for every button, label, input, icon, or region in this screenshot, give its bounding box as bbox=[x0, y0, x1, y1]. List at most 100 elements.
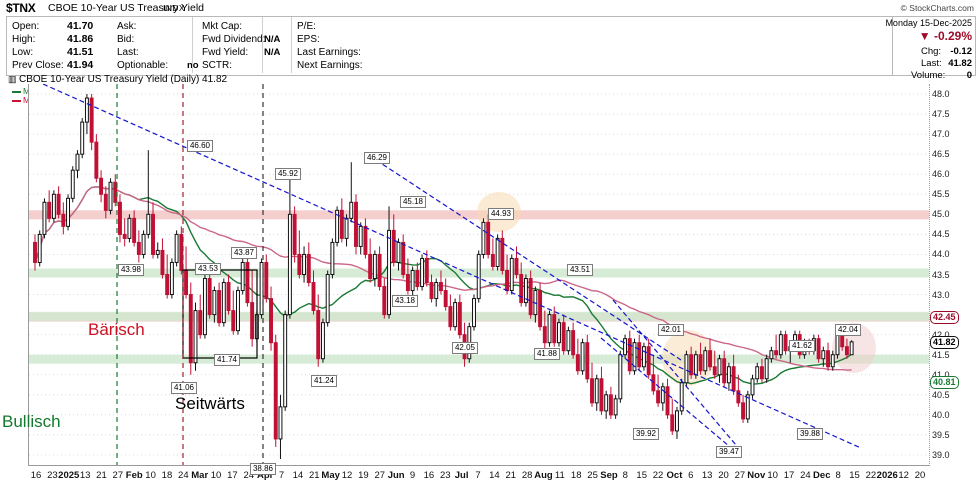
x-axis-tick: Oct bbox=[666, 470, 683, 481]
ticker-type: INDX bbox=[163, 3, 185, 13]
quote-divider-1 bbox=[192, 17, 193, 73]
price-callout: 39.92 bbox=[632, 428, 660, 440]
sr-band-3 bbox=[29, 311, 929, 321]
x-axis-tick: 16 bbox=[423, 470, 435, 481]
x-axis-tick: 17 bbox=[783, 470, 795, 481]
chart-legend-title: ▥ CBOE 10-Year US Treasury Yield (Daily)… bbox=[8, 74, 227, 85]
price-callout: 43.98 bbox=[117, 264, 145, 276]
x-axis-tick: 12 bbox=[341, 470, 353, 481]
x-axis-tick: 20 bbox=[718, 470, 729, 481]
quote-divider-3 bbox=[291, 17, 292, 73]
trend-annotation: Seitwärts bbox=[175, 394, 245, 413]
x-axis-tick: 24 bbox=[800, 470, 811, 481]
quote-label-open: Open: bbox=[12, 21, 40, 32]
y-axis-tick: 42.0 bbox=[932, 329, 950, 340]
trend-annotation: Bärisch bbox=[88, 320, 145, 339]
chg-label: Chg: bbox=[921, 46, 942, 57]
x-axis-tick: 7 bbox=[278, 470, 285, 481]
x-axis-tick: 9 bbox=[409, 470, 416, 481]
price-callout: 46.60 bbox=[186, 140, 214, 152]
quote-value-high: 41.86 bbox=[67, 33, 94, 45]
x-axis-tick: 23 bbox=[439, 470, 451, 481]
quote-label-next-earnings: Next Earnings: bbox=[297, 60, 363, 71]
quote-label-pe: P/E: bbox=[297, 21, 316, 32]
x-axis-tick: 18 bbox=[161, 470, 173, 481]
x-axis-tick: 27 bbox=[112, 470, 124, 481]
last-value: 41.82 bbox=[948, 58, 972, 69]
price-callout: 41.06 bbox=[170, 382, 198, 394]
y-axis-highlight-ma50: 40.81 bbox=[930, 376, 959, 390]
quote-label-fwd-dividend: Fwd Dividend: bbox=[202, 34, 266, 45]
x-axis-tick: Jul bbox=[454, 470, 469, 481]
x-axis-tick: Sep bbox=[600, 470, 618, 481]
price-callout: 39.88 bbox=[796, 428, 824, 440]
y-axis-tick: 43.0 bbox=[932, 289, 950, 300]
x-axis-tick: 6 bbox=[688, 470, 694, 481]
x-axis-tick: 24 bbox=[243, 470, 255, 481]
quote-panel: Open: 41.70 High: 41.86 Low: 41.51 Prev … bbox=[6, 16, 894, 76]
quote-divider-2 bbox=[262, 17, 263, 73]
price-callout: 42.05 bbox=[451, 342, 479, 354]
x-axis-tick: 12 bbox=[898, 470, 909, 481]
price-callout: 41.62 bbox=[788, 340, 816, 352]
y-axis-tick: 48.0 bbox=[932, 89, 950, 100]
price-callout: 41.88 bbox=[533, 348, 561, 360]
quote-label-eps: EPS: bbox=[297, 34, 320, 45]
x-axis-tick: 8 bbox=[622, 470, 628, 481]
x-axis-tick: 2025 bbox=[58, 470, 80, 481]
x-axis-tick: 25 bbox=[587, 470, 598, 481]
x-axis-tick: 21 bbox=[308, 470, 320, 481]
y-axis-tick: 47.0 bbox=[932, 129, 950, 140]
quote-label-last-earnings: Last Earnings: bbox=[297, 47, 361, 58]
price-callout: 44.93 bbox=[487, 208, 515, 220]
x-axis-tick: 13 bbox=[79, 470, 91, 481]
price-callout: 41.74 bbox=[213, 354, 241, 366]
x-axis-tick: 17 bbox=[227, 470, 238, 481]
x-axis-tick: 20 bbox=[914, 470, 926, 481]
ticker-description: CBOE 10-Year US Treasury Yield bbox=[48, 2, 205, 14]
y-axis-tick: 46.5 bbox=[932, 149, 950, 160]
quote-value-prev-close: 41.94 bbox=[67, 59, 94, 71]
x-axis-tick: 2026 bbox=[876, 470, 898, 481]
quote-label-high: High: bbox=[12, 34, 36, 45]
quote-label-sctr: SCTR: bbox=[202, 60, 232, 71]
y-axis-tick: 45.5 bbox=[932, 189, 950, 200]
x-axis-tick: 14 bbox=[489, 470, 500, 481]
x-axis-tick: 7 bbox=[475, 470, 481, 481]
y-axis-tick: 45.0 bbox=[932, 209, 950, 220]
x-axis-tick: Aug bbox=[534, 470, 553, 481]
x-axis-tick: 23 bbox=[47, 470, 58, 481]
quote-label-bid: Bid: bbox=[117, 34, 135, 45]
quote-label-fwd-yield: Fwd Yield: bbox=[202, 47, 249, 58]
x-axis-tick: 21 bbox=[96, 470, 107, 481]
y-axis-tick: 44.5 bbox=[932, 229, 950, 240]
x-axis-tick: 15 bbox=[636, 470, 647, 481]
chart-titlebar: $TNX CBOE 10-Year US Treasury Yield INDX… bbox=[0, 0, 980, 15]
ticker-symbol: $TNX bbox=[6, 1, 36, 15]
x-axis-tick: May bbox=[321, 470, 340, 481]
quote-label-ask: Ask: bbox=[117, 21, 137, 32]
price-chart-plot[interactable] bbox=[28, 84, 930, 466]
channel-lower bbox=[600, 337, 737, 453]
price-callout: 43.51 bbox=[566, 264, 594, 276]
legend-title-text: CBOE 10-Year US Treasury Yield (Daily) 4… bbox=[19, 74, 228, 85]
y-axis-highlight-price: 41.82 bbox=[930, 335, 959, 349]
quote-label-mkt-cap: Mkt Cap: bbox=[202, 21, 243, 32]
x-axis-tick: 18 bbox=[570, 470, 582, 481]
price-callout: 42.01 bbox=[657, 324, 685, 336]
y-axis-tick: 41.5 bbox=[932, 349, 950, 360]
quote-label-prev-close: Prev Close: bbox=[12, 60, 64, 71]
stockcharts-brand: © StockCharts.com bbox=[900, 3, 974, 13]
quote-date: Monday 15-Dec-2025 bbox=[885, 18, 972, 28]
y-axis-tick: 39.0 bbox=[932, 449, 950, 460]
quote-value-low: 41.51 bbox=[67, 46, 94, 58]
price-callout: 42.04 bbox=[834, 324, 862, 336]
x-axis-tick: Mar bbox=[191, 470, 209, 481]
x-axis-tick: 10 bbox=[145, 470, 156, 481]
quote-label-low: Low: bbox=[12, 47, 34, 58]
x-axis-tick: 14 bbox=[292, 470, 304, 481]
price-callout: 41.24 bbox=[310, 375, 338, 387]
price-callout: 43.53 bbox=[194, 263, 222, 275]
x-axis-tick: 24 bbox=[178, 470, 189, 481]
quote-label-last: Last: bbox=[117, 47, 139, 58]
